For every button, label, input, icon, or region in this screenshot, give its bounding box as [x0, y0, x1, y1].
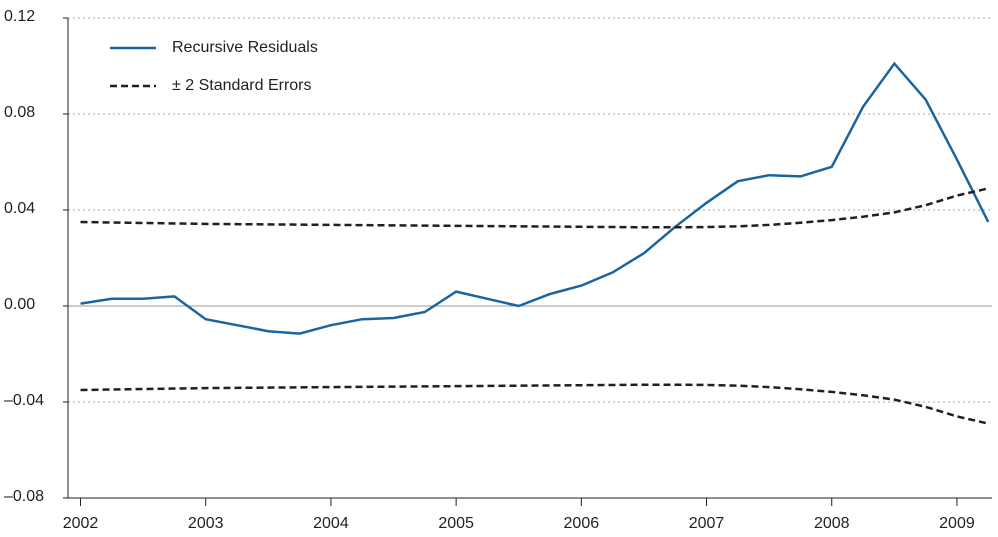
x-tick-label: 2005 [438, 515, 474, 532]
series-line [80, 383, 989, 425]
legend-label: ± 2 Standard Errors [172, 77, 312, 94]
series-line [80, 61, 990, 335]
x-tick-label: 2004 [313, 515, 349, 532]
y-tick-label: 0.04 [4, 200, 35, 217]
x-tick-label: 2002 [63, 515, 99, 532]
series-line [80, 187, 989, 229]
legend-label: Recursive Residuals [172, 39, 318, 56]
x-tick-label: 2009 [939, 515, 975, 532]
x-tick-label: 2007 [689, 515, 725, 532]
x-tick-label: 2006 [564, 515, 600, 532]
x-tick-label: 2003 [188, 515, 224, 532]
y-tick-label: –0.08 [4, 488, 44, 505]
x-tick-label: 2008 [814, 515, 850, 532]
y-tick-label: 0.08 [4, 104, 35, 121]
y-tick-label: –0.04 [4, 392, 44, 409]
y-tick-label: 0.12 [4, 8, 35, 25]
y-tick-label: 0.00 [4, 296, 35, 313]
